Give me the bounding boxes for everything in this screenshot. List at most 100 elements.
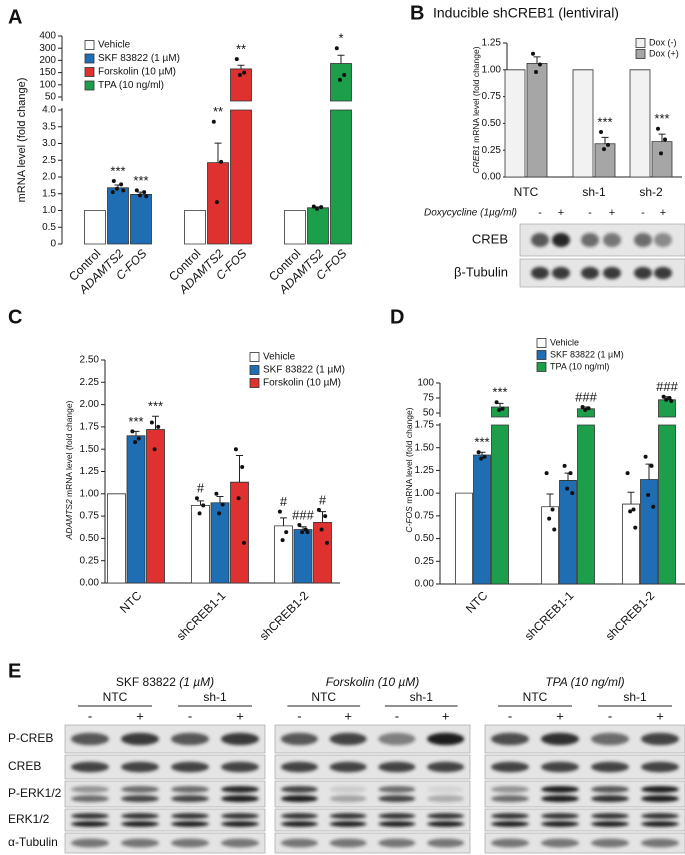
blot-band bbox=[427, 838, 465, 848]
data-point bbox=[649, 463, 654, 468]
y-tick-label: 2.25 bbox=[80, 377, 100, 388]
data-point bbox=[552, 527, 557, 532]
data-point bbox=[134, 188, 139, 193]
y-tick-label: 0 bbox=[50, 239, 56, 250]
data-point bbox=[314, 206, 319, 211]
blot-band bbox=[221, 838, 259, 848]
bar bbox=[622, 503, 640, 585]
error-bar bbox=[299, 526, 307, 530]
data-point bbox=[334, 46, 339, 51]
y-tick-label: 100 bbox=[417, 378, 434, 389]
blot-row-label: CREB bbox=[472, 231, 508, 246]
error-bar bbox=[216, 495, 224, 503]
blot-band bbox=[541, 732, 579, 746]
legend-label: TPA (10 ng/ml) bbox=[98, 80, 164, 91]
bar bbox=[651, 141, 673, 178]
y-tick-label: 1.50 bbox=[415, 442, 435, 453]
bar bbox=[455, 492, 473, 585]
significance: ** bbox=[236, 42, 246, 57]
data-point bbox=[664, 397, 669, 402]
bar bbox=[230, 481, 249, 584]
data-point bbox=[534, 69, 538, 74]
error-bar bbox=[236, 454, 243, 483]
blot-row-label: P-ERK1/2 bbox=[8, 786, 62, 800]
legend-label: Vehicle bbox=[98, 40, 131, 51]
blot-band bbox=[581, 266, 599, 280]
y-tick-label: 50 bbox=[45, 92, 57, 103]
bar bbox=[307, 207, 329, 245]
y-tick-label: 1.00 bbox=[415, 488, 435, 499]
data-point bbox=[500, 406, 505, 411]
blot-band bbox=[378, 732, 416, 746]
blot-title-part: (1 µM) bbox=[179, 675, 214, 689]
data-point bbox=[110, 190, 115, 195]
lane-sign: - bbox=[608, 708, 612, 723]
blot-group: NTC bbox=[523, 690, 548, 704]
bar bbox=[210, 502, 230, 584]
lane-sign: + bbox=[558, 207, 564, 219]
y-tick-label: 1.75 bbox=[80, 422, 100, 433]
blot-band bbox=[541, 761, 579, 773]
blot-title: TPA (10 ng/ml) bbox=[545, 675, 624, 689]
y-tick-label: 400 bbox=[39, 31, 56, 42]
legend-label: Vehicle bbox=[263, 352, 296, 363]
data-point bbox=[214, 200, 219, 205]
legend-swatch bbox=[635, 38, 646, 48]
significance: *** bbox=[148, 399, 163, 414]
bar bbox=[572, 69, 594, 178]
data-point bbox=[121, 188, 126, 193]
significance: # bbox=[319, 492, 327, 507]
y-tick-label: 0.25 bbox=[482, 145, 502, 156]
data-point bbox=[214, 491, 219, 496]
bar bbox=[473, 454, 491, 585]
data-point bbox=[305, 530, 310, 535]
data-point bbox=[646, 492, 651, 497]
data-point bbox=[237, 73, 242, 78]
blot-band bbox=[71, 838, 109, 848]
y-tick-label: 150 bbox=[39, 67, 56, 78]
data-point bbox=[497, 408, 502, 412]
x-tick-label: shCREB1-2 bbox=[257, 588, 312, 643]
data-point bbox=[194, 496, 199, 501]
blot-band bbox=[491, 761, 529, 773]
blot-band bbox=[641, 761, 679, 773]
bar bbox=[504, 69, 526, 178]
data-point bbox=[242, 70, 247, 75]
data-point bbox=[337, 77, 342, 82]
data-point bbox=[570, 491, 575, 496]
lane-sign: - bbox=[538, 207, 542, 219]
legend-label: Forskolin (10 µM) bbox=[98, 67, 176, 78]
data-point bbox=[142, 190, 147, 195]
blot-title-part: SKF 83822 bbox=[116, 675, 176, 689]
y-tick-label: 0.50 bbox=[80, 533, 100, 544]
bar bbox=[184, 210, 206, 245]
y-axis-title-part: mRNA level (fold change) bbox=[471, 46, 481, 143]
legend-label: Vehicle bbox=[550, 337, 579, 347]
data-point bbox=[656, 126, 660, 131]
blot-band bbox=[280, 795, 318, 803]
data-point bbox=[342, 73, 347, 78]
error-bar bbox=[280, 517, 287, 526]
bar bbox=[330, 63, 352, 245]
data-point bbox=[565, 486, 570, 491]
blot-row-label: α-Tubulin bbox=[8, 835, 58, 849]
x-tick-label: shCREB1-1 bbox=[522, 588, 577, 643]
blot-band bbox=[121, 761, 159, 773]
blot-band bbox=[641, 795, 679, 803]
bar bbox=[84, 210, 106, 245]
data-point bbox=[580, 405, 585, 409]
bar bbox=[491, 406, 509, 585]
blot-strip bbox=[64, 780, 266, 808]
blot-band bbox=[552, 266, 570, 280]
bar bbox=[526, 62, 548, 178]
y-tick-label: 200 bbox=[39, 55, 56, 66]
y-tick-label: 2.0 bbox=[42, 172, 56, 183]
blot-band bbox=[121, 785, 159, 793]
data-point bbox=[137, 193, 142, 198]
blot-band bbox=[221, 795, 259, 803]
data-point bbox=[625, 471, 630, 476]
data-point bbox=[606, 142, 610, 147]
bar bbox=[230, 68, 252, 245]
blot-band bbox=[71, 761, 109, 773]
y-axis-title-part: mRNA level (fold change) bbox=[16, 78, 28, 203]
